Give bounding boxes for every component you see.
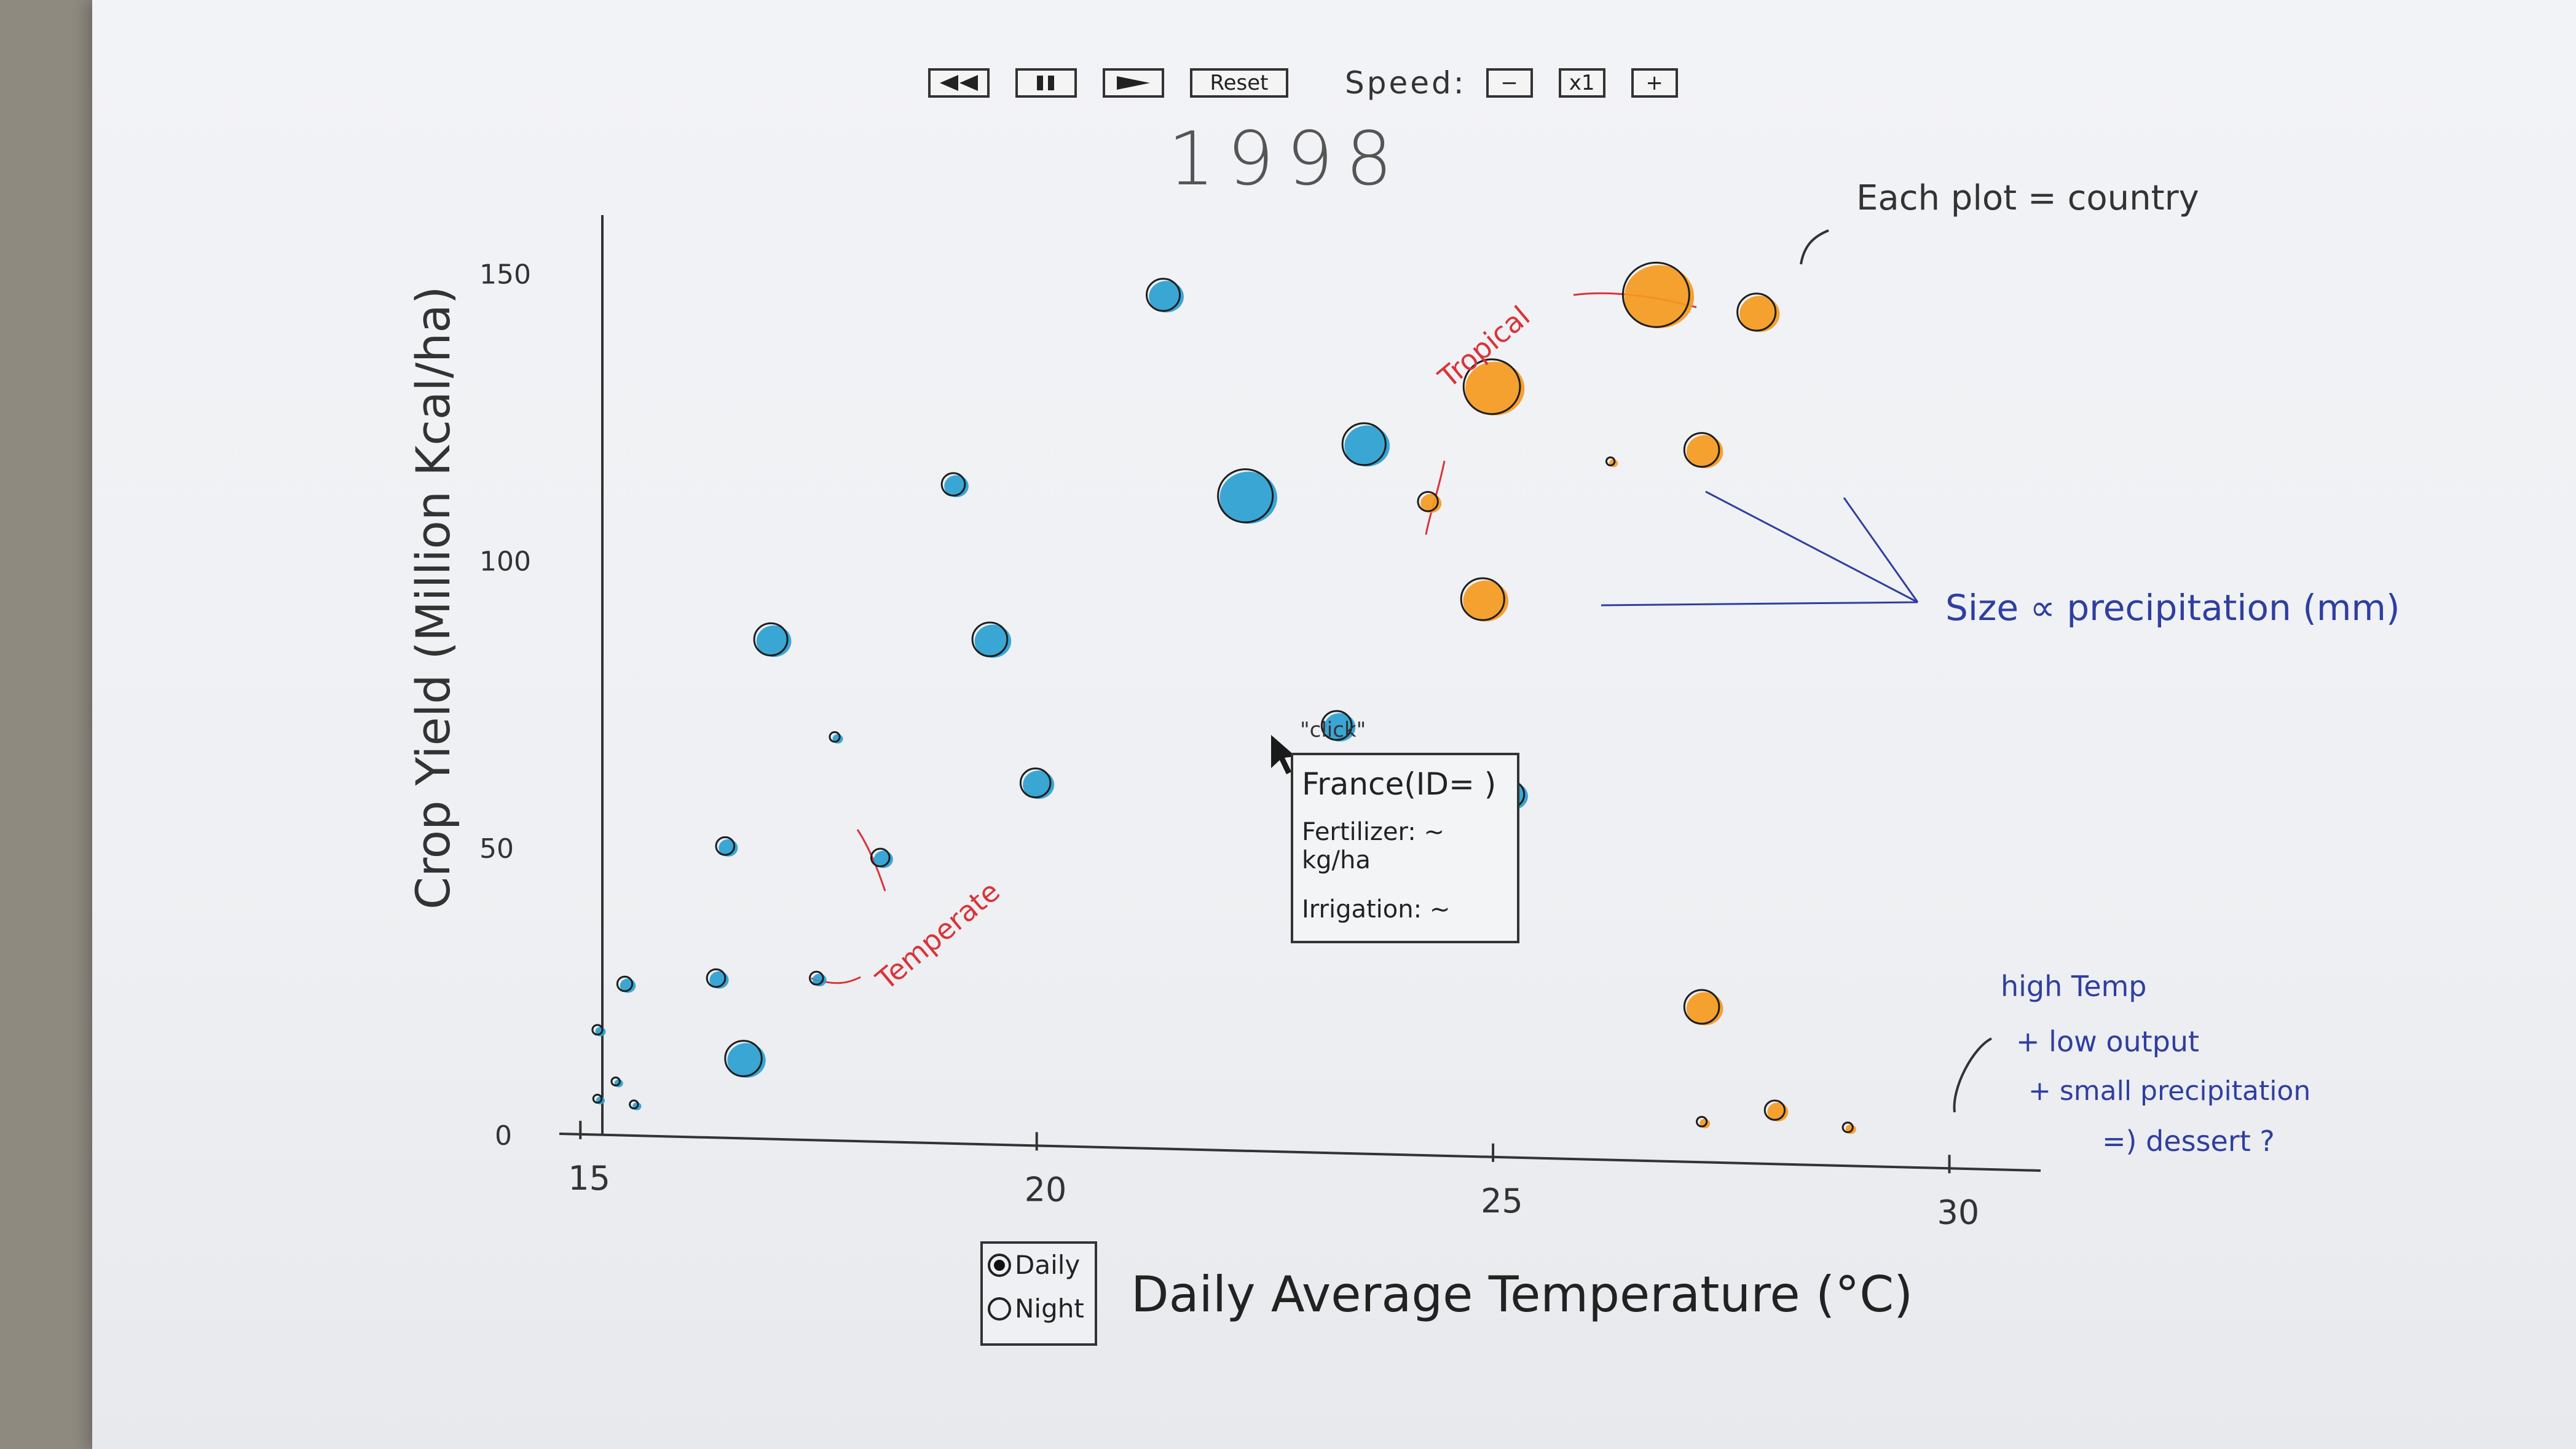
- annotation-desert-3: + small precipitation: [2028, 1075, 2311, 1107]
- y-tick-label: 100: [479, 546, 531, 578]
- country-tooltip: France(ID= ) Fertilizer: ~ kg/ha Irrigat…: [1291, 753, 1519, 943]
- pause-button[interactable]: [1015, 68, 1077, 98]
- reset-button[interactable]: Reset: [1190, 68, 1288, 98]
- day-night-toggle: Daily Night: [980, 1241, 1097, 1346]
- temperate-country-point[interactable]: [971, 621, 1012, 658]
- x-tick-label: 25: [1481, 1182, 1523, 1220]
- radio-night-label: Night: [1015, 1294, 1084, 1324]
- temperate-country-point[interactable]: [1146, 278, 1184, 313]
- tropical-country-point[interactable]: [1605, 456, 1618, 468]
- annotation-size: Size ∝ precipitation (mm): [1945, 587, 2400, 629]
- tropical-country-point[interactable]: [1621, 261, 1695, 329]
- temperate-country-point[interactable]: [1217, 468, 1277, 524]
- x-tick-label: 20: [1025, 1170, 1067, 1209]
- temperate-country-point[interactable]: [1341, 422, 1390, 467]
- tropical-country-point[interactable]: [1736, 293, 1780, 332]
- y-tick-label: 150: [479, 259, 531, 290]
- temperate-country-point[interactable]: [610, 1076, 623, 1088]
- temperate-country-point[interactable]: [715, 836, 738, 857]
- speed-decrease-button[interactable]: −: [1486, 68, 1533, 98]
- annotation-each-plot: Each plot = country: [1856, 178, 2199, 218]
- temperate-country-point[interactable]: [940, 472, 969, 498]
- speed-increase-button[interactable]: +: [1631, 68, 1678, 98]
- tooltip-fertilizer: Fertilizer: ~ kg/ha: [1302, 818, 1444, 874]
- radio-daily-label: Daily: [1015, 1250, 1081, 1280]
- playback-toolbar: Reset Speed: − x1 +: [928, 61, 1678, 104]
- temperate-country-point[interactable]: [809, 970, 827, 986]
- temperate-country-point[interactable]: [870, 847, 893, 868]
- radio-daily-indicator: [988, 1253, 1011, 1277]
- chart-axes: 15 20 25 30 0 50 100 150: [479, 215, 2041, 1231]
- tooltip-title: France(ID= ): [1302, 766, 1497, 802]
- radio-night-indicator: [988, 1297, 1011, 1321]
- radio-daily[interactable]: Daily: [988, 1250, 1090, 1280]
- temperate-country-point[interactable]: [591, 1024, 606, 1037]
- temperate-country-point[interactable]: [1320, 710, 1356, 742]
- radio-night[interactable]: Night: [988, 1294, 1090, 1324]
- rewind-icon: [940, 75, 978, 91]
- tropical-country-point[interactable]: [1763, 1099, 1789, 1122]
- annotation-desert-2: + low output: [2016, 1025, 2200, 1058]
- temperate-country-point[interactable]: [706, 968, 729, 989]
- temperate-country-point[interactable]: [616, 975, 636, 993]
- rewind-button[interactable]: [928, 68, 990, 98]
- temperate-country-point[interactable]: [829, 731, 843, 744]
- tropical-country-point[interactable]: [1696, 1115, 1711, 1129]
- annotation-desert-4: =) dessert ?: [2102, 1125, 2275, 1158]
- play-button[interactable]: [1103, 68, 1164, 98]
- x-tick-label: 30: [1937, 1193, 1980, 1231]
- click-label: "click": [1300, 718, 1366, 742]
- x-tick-label: 15: [568, 1159, 610, 1198]
- tropical-country-point[interactable]: [1462, 358, 1525, 415]
- cursor-icon: [1271, 735, 1296, 774]
- play-icon: [1117, 76, 1150, 90]
- tooltip-irrigation: Irrigation: ~: [1302, 895, 1451, 924]
- temperate-country-point[interactable]: [724, 1040, 766, 1078]
- tropical-country-point[interactable]: [1417, 490, 1442, 513]
- temperate-country-point[interactable]: [753, 622, 792, 658]
- y-tick-label: 50: [479, 833, 514, 865]
- tropical-country-point[interactable]: [1683, 989, 1723, 1026]
- x-axis-title: Daily Average Temperature (°C): [1131, 1266, 1913, 1323]
- temperate-country-point[interactable]: [1019, 767, 1055, 799]
- pause-icon: [1037, 76, 1054, 90]
- y-axis-title: Crop Yield (Million Kcal/ha): [406, 286, 460, 909]
- tropical-country-point[interactable]: [1683, 432, 1723, 469]
- speed-value: x1: [1558, 68, 1605, 98]
- speed-label: Speed:: [1345, 65, 1467, 101]
- tropical-country-point[interactable]: [1460, 577, 1509, 622]
- year-label: 1998: [1168, 117, 1405, 202]
- temperate-country-point[interactable]: [629, 1099, 642, 1110]
- x-axis-line: [559, 1133, 2041, 1172]
- y-tick-label: 0: [495, 1120, 512, 1152]
- annotation-desert-1: high Temp: [2001, 970, 2147, 1003]
- scatter-points: [591, 261, 1856, 1134]
- temperate-country-point[interactable]: [592, 1093, 605, 1105]
- tropical-country-point[interactable]: [1841, 1121, 1856, 1134]
- annotation-leader-lines: [811, 229, 1992, 1113]
